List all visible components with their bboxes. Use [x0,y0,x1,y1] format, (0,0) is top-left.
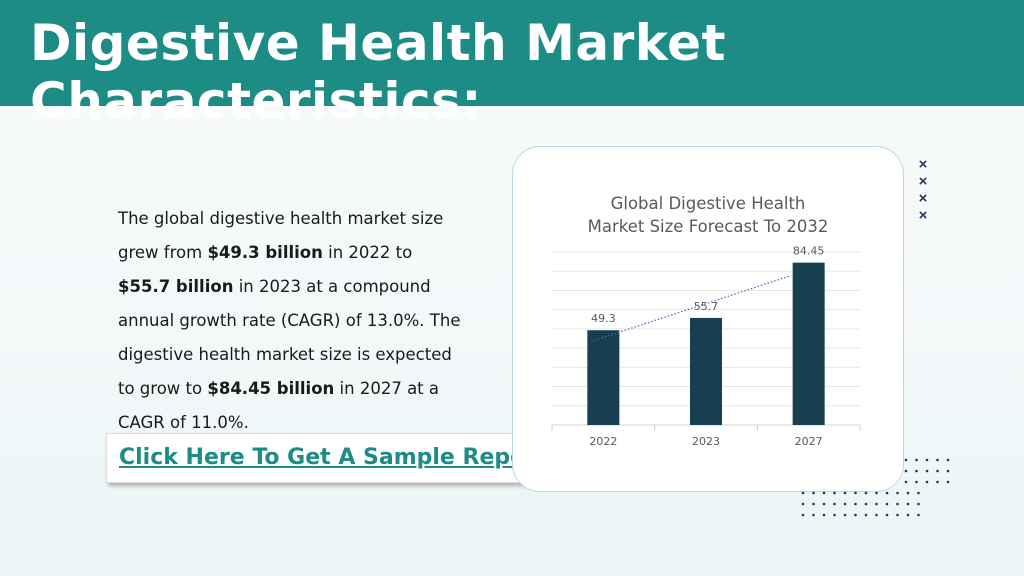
x-mark-icon: × [918,207,928,224]
x-mark-icon: × [918,173,928,190]
decorative-dot [946,458,950,462]
decorative-dot [864,502,868,506]
decorative-dot [864,491,868,495]
summary-value-2022: $49.3 billion [207,243,323,262]
chart-title: Global Digestive Health Market Size Fore… [530,192,886,238]
decorative-dot [822,491,826,495]
decorative-dot [925,469,929,473]
decorative-dot [843,513,847,517]
summary-value-2023: $55.7 billion [118,277,234,296]
decorative-dot [917,491,920,495]
x-tick-label-2023: 2023 [692,435,720,448]
decorative-dot [833,491,836,495]
decorative-dot [854,513,857,517]
decorative-dot [875,513,878,517]
decorative-dot [885,491,889,495]
summary-text-3: in 2023 at a compound annual growth rate… [118,277,461,398]
decorative-dot [917,513,920,517]
decorative-dot [843,502,847,506]
decorative-dot [896,491,899,495]
decorative-dot [875,491,878,495]
decorative-x-marks: × × × × [914,156,932,224]
decorative-dot [915,469,918,473]
decorative-dot [822,513,826,517]
chart-title-line-1: Global Digestive Health [610,194,806,213]
data-label-2027: 84.45 [793,245,825,258]
decorative-dot [875,502,878,506]
decorative-dot [812,491,815,495]
x-tick-label-2022: 2022 [589,435,617,448]
decorative-dot [925,480,929,484]
decorative-dot [917,502,920,506]
decorative-dot [812,513,815,517]
summary-value-2027: $84.45 billion [207,379,335,398]
decorative-dot [812,502,815,506]
decorative-dot [906,491,910,495]
page-title: Digestive Health Market Characteristics: [30,14,726,130]
decorative-dot [801,513,805,517]
summary-text-4: in 2027 at a CAGR of 11.0%. [118,379,440,432]
decorative-dot [915,480,918,484]
title-bar: Digestive Health Market Characteristics: [0,0,1024,130]
decorative-dot [896,502,899,506]
decorative-dot [936,458,939,462]
decorative-dot [843,491,847,495]
decorative-dot [925,458,929,462]
decorative-dot [915,458,918,462]
summary-text-2: in 2022 to [322,243,413,262]
data-label-2023: 55.7 [694,300,719,313]
decorative-dot [864,513,868,517]
bar-2023 [690,317,722,425]
sample-report-link[interactable]: Click Here To Get A Sample Report [119,445,547,470]
decorative-dot [904,480,908,484]
decorative-dot [885,513,889,517]
market-summary-paragraph: The global digestive health market size … [118,202,468,440]
x-tick-label-2027: 2027 [795,435,823,448]
summary-text-1: The global digestive health market size … [118,209,444,262]
decorative-dot [946,469,950,473]
decorative-dot [822,502,826,506]
decorative-dot [936,480,939,484]
decorative-dot [854,491,857,495]
decorative-dot [833,502,836,506]
decorative-dot [904,458,908,462]
chart-title-line-2: Market Size Forecast To 2032 [587,217,829,236]
x-mark-icon: × [918,156,928,173]
decorative-dot [936,469,939,473]
decorative-dot [906,502,910,506]
decorative-dot [906,513,910,517]
decorative-dot [833,513,836,517]
bar-2027 [792,262,825,425]
decorative-dot [854,502,857,506]
decorative-dot [946,480,950,484]
sample-report-button[interactable]: Click Here To Get A Sample Report [106,433,547,483]
x-mark-icon: × [918,190,928,207]
data-label-2022: 49.3 [591,312,616,325]
decorative-dot [801,502,805,506]
bar-2022 [587,330,620,425]
decorative-dot [885,502,889,506]
decorative-dot [801,491,805,495]
decorative-dot [896,513,899,517]
decorative-dot [904,469,908,473]
